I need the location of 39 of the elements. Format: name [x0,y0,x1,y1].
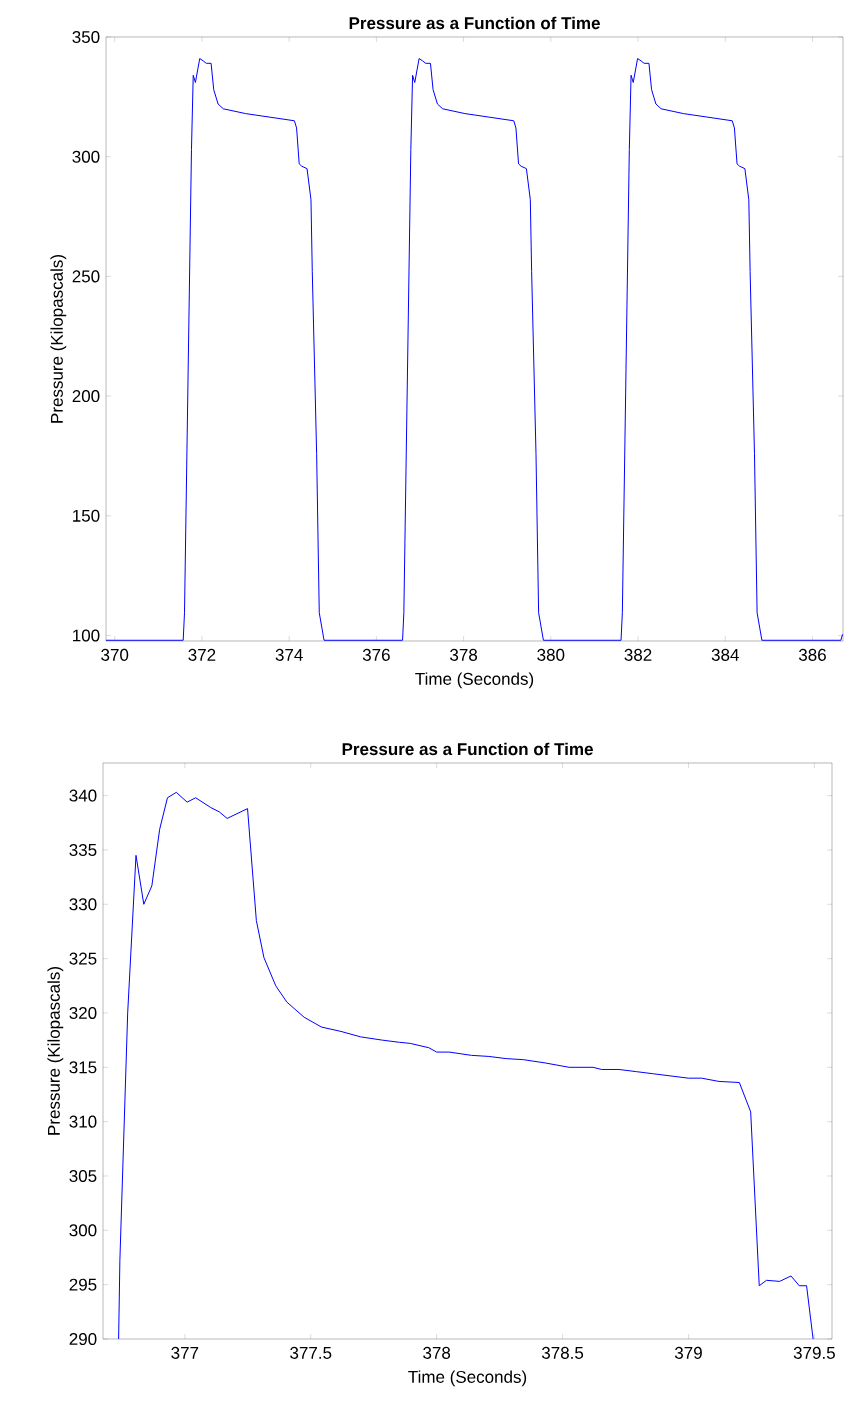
y-tick-label: 325 [69,952,97,965]
x-tick-label: 379.5 [793,1346,835,1359]
x-tick-label: 370 [101,648,129,661]
y-tick-label: 330 [69,898,97,911]
y-tick-label: 315 [69,1061,97,1074]
x-tick-label: 372 [188,648,216,661]
x-tick-label: 378 [450,648,478,661]
y-tick-label: 300 [72,150,100,163]
x-tick-label: 382 [624,648,652,661]
x-tick-label: 380 [537,648,565,661]
y-tick-label: 335 [69,843,97,856]
x-axis-title: Time (Seconds) [408,1370,527,1387]
y-tick-label: 150 [73,509,100,522]
y-tick-label: 250 [72,270,100,283]
x-tick-label: 377 [171,1346,199,1359]
y-tick-label: 310 [69,1115,97,1128]
y-tick-label: 340 [69,789,97,802]
x-tick-label: 379 [674,1346,702,1359]
x-tick-label: 384 [711,648,739,661]
x-tick-label: 374 [275,648,303,661]
x-tick-label: 376 [362,648,390,661]
y-tick-label: 320 [69,1006,97,1019]
y-tick-label: 350 [72,30,100,44]
x-tick-label: 378.5 [541,1346,584,1359]
y-tick-label: 295 [69,1278,97,1291]
x-axis-title: Time (Seconds) [415,672,534,689]
x-tick-label: 386 [798,648,826,661]
line-series [106,58,844,641]
x-tick-label: 377.5 [290,1346,332,1359]
chart-title: Pressure as a Function of Time [342,742,593,756]
y-tick-label: 305 [69,1169,97,1182]
y-axis-title: Pressure (Kilopascals) [47,967,64,1135]
y-axis-title: Pressure (Kilopascals) [50,255,67,423]
chart-title: Pressure as a Function of Time [349,16,600,30]
y-tick-label: 200 [72,390,100,403]
y-tick-label: 300 [69,1224,97,1237]
x-tick-label: 378 [423,1346,451,1359]
y-tick-label: 290 [69,1332,97,1346]
y-tick-label: 100 [73,629,100,642]
